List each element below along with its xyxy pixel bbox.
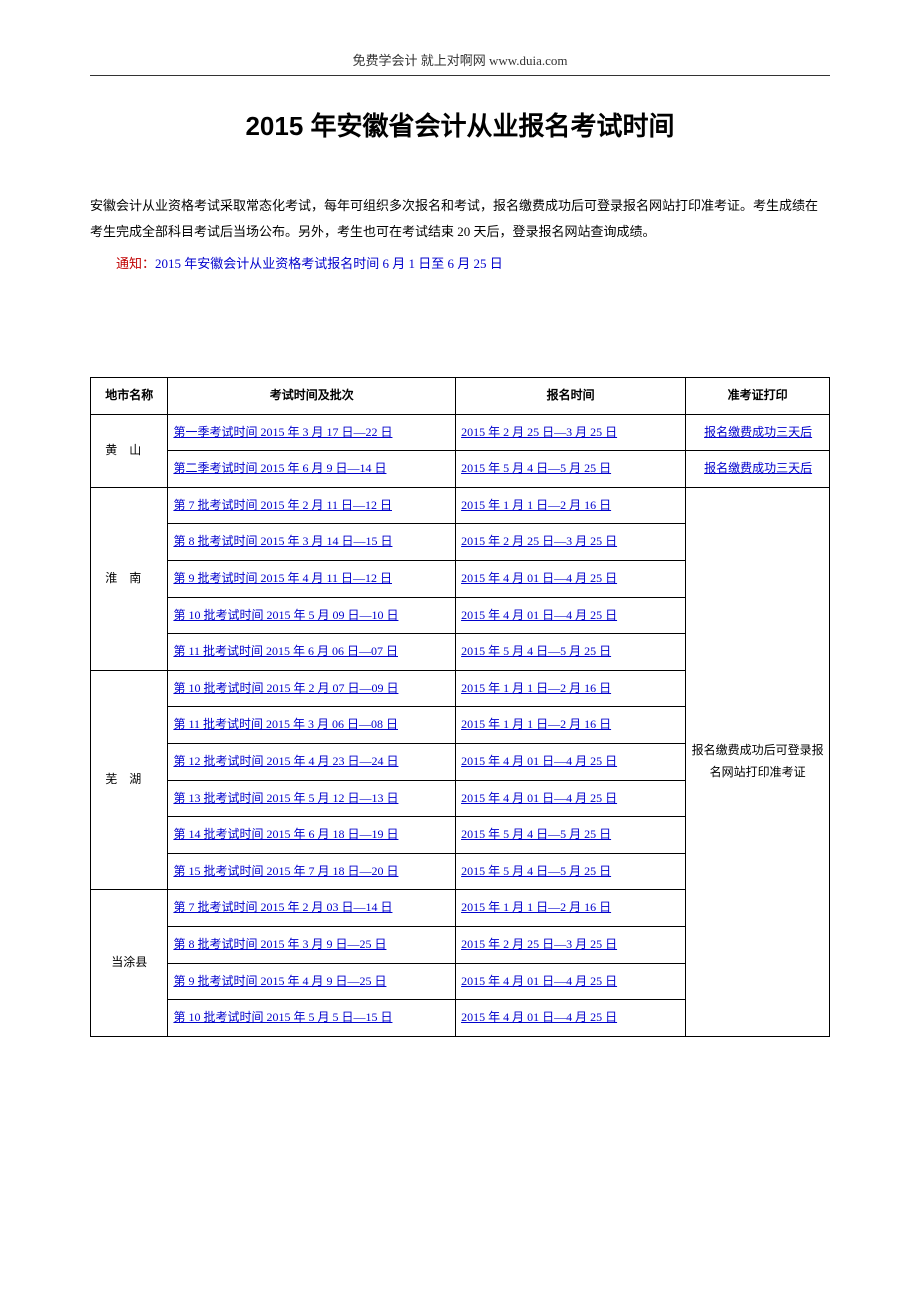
exam-time-cell: 第 13 批考试时间 2015 年 5 月 12 日—13 日 bbox=[168, 780, 456, 817]
exam-time-link[interactable]: 第 13 批考试时间 2015 年 5 月 12 日—13 日 bbox=[173, 791, 398, 805]
exam-time-cell: 第 9 批考试时间 2015 年 4 月 9 日—25 日 bbox=[168, 963, 456, 1000]
exam-schedule-table: 地市名称 考试时间及批次 报名时间 准考证打印 黄山第一季考试时间 2015 年… bbox=[90, 377, 830, 1037]
exam-time-cell: 第 11 批考试时间 2015 年 3 月 06 日—08 日 bbox=[168, 707, 456, 744]
page-header: 免费学会计 就上对啊网 www.duia.com bbox=[90, 50, 830, 76]
register-time-cell: 2015 年 4 月 01 日—4 月 25 日 bbox=[456, 780, 686, 817]
col-header-cert: 准考证打印 bbox=[686, 378, 830, 415]
register-time-link[interactable]: 2015 年 4 月 01 日—4 月 25 日 bbox=[461, 974, 617, 988]
exam-time-link[interactable]: 第 10 批考试时间 2015 年 2 月 07 日—09 日 bbox=[173, 681, 398, 695]
exam-time-link[interactable]: 第二季考试时间 2015 年 6 月 9 日—14 日 bbox=[173, 461, 386, 475]
exam-time-link[interactable]: 第 12 批考试时间 2015 年 4 月 23 日—24 日 bbox=[173, 754, 398, 768]
cert-link[interactable]: 报名缴费成功三天后 bbox=[704, 425, 812, 439]
exam-time-link[interactable]: 第 11 批考试时间 2015 年 3 月 06 日—08 日 bbox=[173, 717, 398, 731]
register-time-link[interactable]: 2015 年 2 月 25 日—3 月 25 日 bbox=[461, 425, 617, 439]
exam-time-link[interactable]: 第 14 批考试时间 2015 年 6 月 18 日—19 日 bbox=[173, 827, 398, 841]
register-time-link[interactable]: 2015 年 5 月 4 日—5 月 25 日 bbox=[461, 864, 611, 878]
register-time-cell: 2015 年 5 月 4 日—5 月 25 日 bbox=[456, 634, 686, 671]
exam-time-cell: 第 9 批考试时间 2015 年 4 月 11 日—12 日 bbox=[168, 560, 456, 597]
exam-time-link[interactable]: 第 9 批考试时间 2015 年 4 月 11 日—12 日 bbox=[173, 571, 392, 585]
exam-time-cell: 第 7 批考试时间 2015 年 2 月 03 日—14 日 bbox=[168, 890, 456, 927]
register-time-link[interactable]: 2015 年 2 月 25 日—3 月 25 日 bbox=[461, 534, 617, 548]
register-time-link[interactable]: 2015 年 2 月 25 日—3 月 25 日 bbox=[461, 937, 617, 951]
exam-time-cell: 第 10 批考试时间 2015 年 5 月 5 日—15 日 bbox=[168, 1000, 456, 1037]
city-cell: 芜湖 bbox=[91, 670, 168, 890]
exam-time-cell: 第 15 批考试时间 2015 年 7 月 18 日—20 日 bbox=[168, 853, 456, 890]
exam-time-link[interactable]: 第 9 批考试时间 2015 年 4 月 9 日—25 日 bbox=[173, 974, 386, 988]
register-time-cell: 2015 年 2 月 25 日—3 月 25 日 bbox=[456, 524, 686, 561]
register-time-cell: 2015 年 1 月 1 日—2 月 16 日 bbox=[456, 487, 686, 524]
register-time-cell: 2015 年 4 月 01 日—4 月 25 日 bbox=[456, 743, 686, 780]
exam-time-cell: 第 8 批考试时间 2015 年 3 月 14 日—15 日 bbox=[168, 524, 456, 561]
register-time-cell: 2015 年 4 月 01 日—4 月 25 日 bbox=[456, 1000, 686, 1037]
city-cell: 淮南 bbox=[91, 487, 168, 670]
register-time-link[interactable]: 2015 年 4 月 01 日—4 月 25 日 bbox=[461, 754, 617, 768]
register-time-link[interactable]: 2015 年 1 月 1 日—2 月 16 日 bbox=[461, 717, 611, 731]
notice-row: 通知：2015 年安徽会计从业资格考试报名时间 6 月 1 日至 6 月 25 … bbox=[90, 251, 830, 277]
col-header-city: 地市名称 bbox=[91, 378, 168, 415]
exam-time-cell: 第 12 批考试时间 2015 年 4 月 23 日—24 日 bbox=[168, 743, 456, 780]
register-time-cell: 2015 年 5 月 4 日—5 月 25 日 bbox=[456, 451, 686, 488]
register-time-link[interactable]: 2015 年 4 月 01 日—4 月 25 日 bbox=[461, 571, 617, 585]
register-time-link[interactable]: 2015 年 1 月 1 日—2 月 16 日 bbox=[461, 900, 611, 914]
notice-label: 通知： bbox=[116, 256, 155, 271]
city-cell: 当涂县 bbox=[91, 890, 168, 1036]
register-time-cell: 2015 年 4 月 01 日—4 月 25 日 bbox=[456, 560, 686, 597]
page-title: 2015 年安徽省会计从业报名考试时间 bbox=[90, 106, 830, 143]
exam-time-cell: 第二季考试时间 2015 年 6 月 9 日—14 日 bbox=[168, 451, 456, 488]
register-time-link[interactable]: 2015 年 4 月 01 日—4 月 25 日 bbox=[461, 791, 617, 805]
exam-time-cell: 第 11 批考试时间 2015 年 6 月 06 日—07 日 bbox=[168, 634, 456, 671]
exam-time-link[interactable]: 第 7 批考试时间 2015 年 2 月 03 日—14 日 bbox=[173, 900, 392, 914]
register-time-cell: 2015 年 4 月 01 日—4 月 25 日 bbox=[456, 597, 686, 634]
exam-time-cell: 第 10 批考试时间 2015 年 5 月 09 日—10 日 bbox=[168, 597, 456, 634]
col-header-exam: 考试时间及批次 bbox=[168, 378, 456, 415]
register-time-cell: 2015 年 4 月 01 日—4 月 25 日 bbox=[456, 963, 686, 1000]
exam-time-link[interactable]: 第 11 批考试时间 2015 年 6 月 06 日—07 日 bbox=[173, 644, 398, 658]
exam-time-cell: 第 10 批考试时间 2015 年 2 月 07 日—09 日 bbox=[168, 670, 456, 707]
register-time-cell: 2015 年 2 月 25 日—3 月 25 日 bbox=[456, 926, 686, 963]
exam-time-link[interactable]: 第 10 批考试时间 2015 年 5 月 5 日—15 日 bbox=[173, 1010, 392, 1024]
exam-time-link[interactable]: 第 10 批考试时间 2015 年 5 月 09 日—10 日 bbox=[173, 608, 398, 622]
register-time-cell: 2015 年 5 月 4 日—5 月 25 日 bbox=[456, 817, 686, 854]
register-time-link[interactable]: 2015 年 5 月 4 日—5 月 25 日 bbox=[461, 644, 611, 658]
exam-time-cell: 第 8 批考试时间 2015 年 3 月 9 日—25 日 bbox=[168, 926, 456, 963]
cert-cell: 报名缴费成功三天后 bbox=[686, 451, 830, 488]
exam-time-link[interactable]: 第一季考试时间 2015 年 3 月 17 日—22 日 bbox=[173, 425, 392, 439]
register-time-link[interactable]: 2015 年 1 月 1 日—2 月 16 日 bbox=[461, 498, 611, 512]
table-row: 黄山第一季考试时间 2015 年 3 月 17 日—22 日2015 年 2 月… bbox=[91, 414, 830, 451]
cert-cell: 报名缴费成功三天后 bbox=[686, 414, 830, 451]
register-time-cell: 2015 年 1 月 1 日—2 月 16 日 bbox=[456, 890, 686, 927]
register-time-link[interactable]: 2015 年 5 月 4 日—5 月 25 日 bbox=[461, 461, 611, 475]
exam-time-link[interactable]: 第 8 批考试时间 2015 年 3 月 14 日—15 日 bbox=[173, 534, 392, 548]
register-time-cell: 2015 年 2 月 25 日—3 月 25 日 bbox=[456, 414, 686, 451]
intro-paragraph: 安徽会计从业资格考试采取常态化考试，每年可组织多次报名和考试，报名缴费成功后可登… bbox=[90, 193, 830, 245]
exam-time-link[interactable]: 第 7 批考试时间 2015 年 2 月 11 日—12 日 bbox=[173, 498, 392, 512]
exam-time-link[interactable]: 第 15 批考试时间 2015 年 7 月 18 日—20 日 bbox=[173, 864, 398, 878]
table-header-row: 地市名称 考试时间及批次 报名时间 准考证打印 bbox=[91, 378, 830, 415]
register-time-link[interactable]: 2015 年 5 月 4 日—5 月 25 日 bbox=[461, 827, 611, 841]
register-time-link[interactable]: 2015 年 4 月 01 日—4 月 25 日 bbox=[461, 608, 617, 622]
city-cell: 黄山 bbox=[91, 414, 168, 487]
register-time-cell: 2015 年 5 月 4 日—5 月 25 日 bbox=[456, 853, 686, 890]
exam-time-link[interactable]: 第 8 批考试时间 2015 年 3 月 9 日—25 日 bbox=[173, 937, 386, 951]
cert-merged-cell: 报名缴费成功后可登录报名网站打印准考证 bbox=[686, 487, 830, 1036]
exam-time-cell: 第一季考试时间 2015 年 3 月 17 日—22 日 bbox=[168, 414, 456, 451]
exam-time-cell: 第 14 批考试时间 2015 年 6 月 18 日—19 日 bbox=[168, 817, 456, 854]
register-time-cell: 2015 年 1 月 1 日—2 月 16 日 bbox=[456, 707, 686, 744]
register-time-link[interactable]: 2015 年 4 月 01 日—4 月 25 日 bbox=[461, 1010, 617, 1024]
col-header-register: 报名时间 bbox=[456, 378, 686, 415]
table-row: 淮南第 7 批考试时间 2015 年 2 月 11 日—12 日2015 年 1… bbox=[91, 487, 830, 524]
register-time-cell: 2015 年 1 月 1 日—2 月 16 日 bbox=[456, 670, 686, 707]
register-time-link[interactable]: 2015 年 1 月 1 日—2 月 16 日 bbox=[461, 681, 611, 695]
cert-link[interactable]: 报名缴费成功三天后 bbox=[704, 461, 812, 475]
table-row: 第二季考试时间 2015 年 6 月 9 日—14 日 2015 年 5 月 4 … bbox=[91, 451, 830, 488]
notice-text: 2015 年安徽会计从业资格考试报名时间 6 月 1 日至 6 月 25 日 bbox=[155, 256, 503, 271]
exam-time-cell: 第 7 批考试时间 2015 年 2 月 11 日—12 日 bbox=[168, 487, 456, 524]
